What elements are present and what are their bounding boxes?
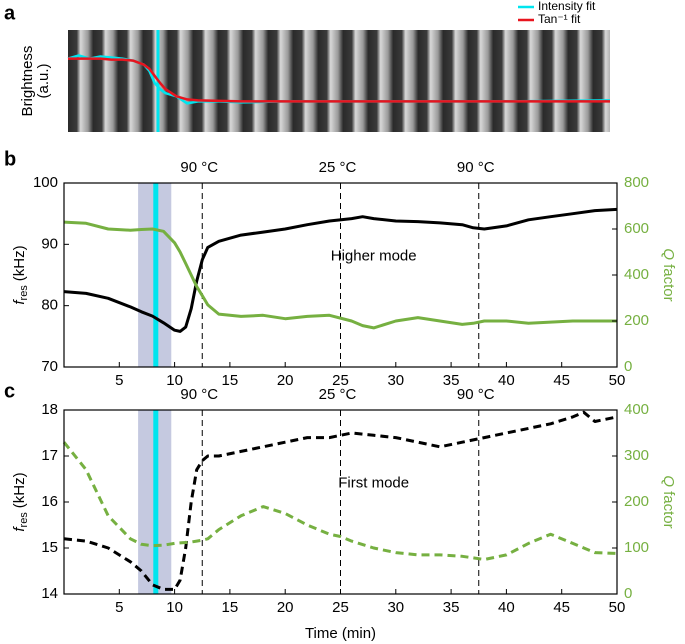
x-axis-label: Time (min) (305, 625, 376, 642)
x-tick-label: 5 (115, 599, 123, 616)
y2-axis-label: Qfactor (660, 475, 677, 528)
series-line (63, 207, 618, 333)
y-axis-label: fres (kHz) (11, 472, 30, 531)
y2-tick-label: 0 (624, 358, 632, 375)
y2-tick-label: 300 (624, 447, 649, 464)
y2-label-symbol: Q (660, 475, 677, 487)
x-tick-label: 10 (166, 599, 183, 616)
y2-axis-label: Qfactor (660, 248, 677, 301)
y-tick-label: 90 (41, 235, 58, 252)
x-tick-label: 50 (609, 372, 626, 389)
x-tick-label: 25 (332, 372, 349, 389)
series-line (63, 220, 617, 330)
mode-label: First mode (338, 475, 409, 492)
y2-tick-label: 800 (624, 174, 649, 191)
y-tick-label: 16 (41, 493, 58, 510)
x-tick-label: 20 (277, 372, 294, 389)
temperature-label: 90 °C (180, 386, 218, 403)
temperature-label: 25 °C (319, 159, 357, 176)
x-tick-label: 15 (222, 372, 239, 389)
y-tick-label: 80 (41, 297, 58, 314)
temperature-label: 90 °C (180, 159, 218, 176)
y2-label-text: factor (660, 264, 677, 302)
y-label-symbol: f (11, 526, 28, 532)
y-label-unit: (kHz) (11, 472, 28, 508)
legend-label: Tan⁻¹ fit (538, 12, 581, 26)
image-strip (68, 30, 610, 132)
series-line (68, 57, 610, 103)
temperature-label: 90 °C (457, 386, 495, 403)
x-tick-label: 40 (498, 599, 515, 616)
y2-tick-label: 100 (624, 539, 649, 556)
panel-label: c (4, 380, 15, 402)
temperature-label: 25 °C (319, 386, 357, 403)
y-axis-label: fres (kHz) (11, 245, 30, 304)
y2-label-symbol: Q (660, 248, 677, 260)
y2-tick-label: 200 (624, 312, 649, 329)
panel-label: a (4, 2, 16, 24)
y-axis-label: Brightness (19, 46, 36, 117)
x-tick-label: 40 (498, 372, 515, 389)
x-tick-label: 35 (443, 599, 460, 616)
y-tick-label: 18 (41, 401, 58, 418)
mode-label: Higher mode (331, 248, 417, 265)
x-tick-label: 50 (609, 599, 626, 616)
y-tick-label: 15 (41, 539, 58, 556)
x-tick-label: 10 (166, 372, 183, 389)
y2-tick-label: 0 (624, 585, 632, 602)
x-tick-label: 30 (387, 599, 404, 616)
x-tick-label: 25 (332, 599, 349, 616)
x-tick-label: 15 (222, 599, 239, 616)
series-line (62, 441, 618, 561)
x-tick-label: 45 (553, 599, 570, 616)
y-tick-label: 17 (41, 447, 58, 464)
panel-label: b (4, 148, 16, 170)
y-tick-label: 100 (33, 174, 58, 191)
x-tick-label: 20 (277, 599, 294, 616)
series-line (63, 410, 618, 591)
x-tick-label: 45 (553, 372, 570, 389)
y2-tick-label: 200 (624, 493, 649, 510)
y-axis-label: (a.u.) (35, 63, 52, 98)
y-tick-label: 14 (41, 585, 58, 602)
x-tick-label: 35 (443, 372, 460, 389)
y-label-symbol: f (11, 299, 28, 305)
temperature-label: 90 °C (457, 159, 495, 176)
y2-tick-label: 600 (624, 220, 649, 237)
y2-tick-label: 400 (624, 401, 649, 418)
y2-label-text: factor (660, 491, 677, 529)
legend-label: Intensity fit (538, 0, 596, 13)
y-label-unit: (kHz) (11, 245, 28, 281)
x-tick-label: 30 (387, 372, 404, 389)
y-tick-label: 70 (41, 358, 58, 375)
y2-tick-label: 400 (624, 266, 649, 283)
y-label-subscript: res (18, 285, 30, 301)
x-tick-label: 5 (115, 372, 123, 389)
y-label-subscript: res (18, 512, 30, 528)
